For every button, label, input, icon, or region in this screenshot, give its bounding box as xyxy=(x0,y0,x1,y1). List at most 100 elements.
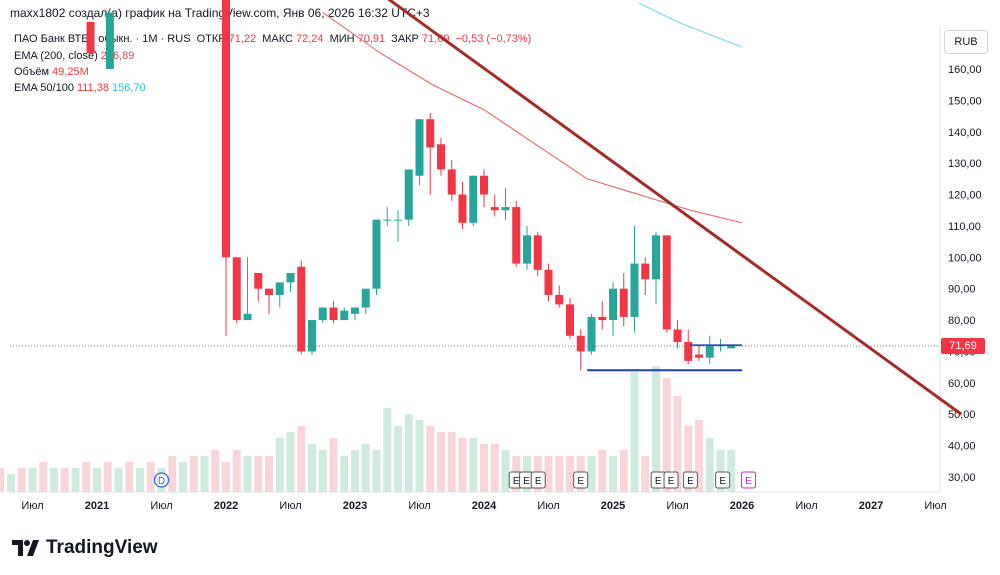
volume-bar xyxy=(394,426,402,492)
candle-body xyxy=(222,0,230,258)
symbol-legend: ПАО Банк ВТБ · обыкн. · 1М · RUS ОТКР 71,… xyxy=(14,33,534,45)
high-value: 72,24 xyxy=(295,33,324,45)
volume-bar xyxy=(71,468,80,492)
candle-body xyxy=(105,12,114,70)
x-tick-label: Июл xyxy=(408,500,430,512)
volume-bar xyxy=(619,450,628,492)
volume-bar xyxy=(662,378,671,492)
volume-bar xyxy=(329,438,338,492)
candle-body xyxy=(458,194,467,223)
candle-body xyxy=(372,219,381,289)
candle-body xyxy=(566,304,574,336)
volume-bar xyxy=(308,444,316,492)
ema-red-line xyxy=(322,12,743,224)
ema50-value: 111,38 xyxy=(76,82,109,94)
ema50100-legend: EMA 50/100 111,38 156,70 xyxy=(14,82,149,94)
x-tick-label: 2021 xyxy=(85,500,109,512)
candle-body xyxy=(243,313,252,321)
candle-body xyxy=(394,219,402,221)
volume-bar xyxy=(39,462,48,492)
earnings-marker-label: E xyxy=(577,476,584,487)
candle-body xyxy=(609,288,617,321)
earnings-marker-label: E xyxy=(745,476,752,487)
volume-bar xyxy=(17,468,26,492)
candle-body xyxy=(555,294,564,305)
volume-bar xyxy=(93,468,101,492)
x-tick-label: 2026 xyxy=(730,500,754,512)
earnings-marker-label: E xyxy=(535,476,542,487)
volume-bar xyxy=(609,456,617,492)
candle-body xyxy=(426,119,435,148)
volume-bar xyxy=(136,468,144,492)
open-label: ОТКР xyxy=(196,33,226,45)
candle-body xyxy=(437,144,445,170)
x-tick-label: Июл xyxy=(537,500,559,512)
ema50100-label: EMA 50/100 xyxy=(14,82,74,94)
x-tick-label: Июл xyxy=(21,500,43,512)
volume-bar xyxy=(673,396,682,492)
close-value: 71,69 xyxy=(421,33,450,45)
volume-bar xyxy=(652,366,660,492)
candle-body xyxy=(598,316,607,321)
y-tick-label: 30,00 xyxy=(948,472,976,484)
volume-bar xyxy=(286,432,295,492)
ema200-label: EMA (200, close) xyxy=(14,50,98,62)
x-tick-label: 2022 xyxy=(214,500,238,512)
x-tick-label: 2025 xyxy=(601,500,625,512)
volume-bar xyxy=(716,450,725,492)
candle-body xyxy=(275,282,284,295)
candle-body xyxy=(490,207,499,211)
high-label: МАКС xyxy=(262,33,293,45)
earnings-marker-label: E xyxy=(719,476,726,487)
low-label: МИН xyxy=(329,33,355,45)
candle-body xyxy=(587,316,596,352)
ema-cyan-line xyxy=(638,2,743,48)
candle-body xyxy=(86,21,95,54)
volume-bar xyxy=(684,426,693,492)
earnings-marker xyxy=(682,471,698,489)
volume-bar xyxy=(200,456,209,492)
x-tick-label: Июл xyxy=(279,500,301,512)
x-tick-label: 2023 xyxy=(343,500,367,512)
volume-bar xyxy=(458,438,467,492)
volume-bar xyxy=(555,456,564,492)
candle-body xyxy=(619,288,628,317)
volume-bar xyxy=(695,420,703,492)
candle-body xyxy=(523,235,531,264)
volume-bar xyxy=(641,456,650,492)
candle-body xyxy=(318,307,327,321)
volume-bar xyxy=(103,462,112,492)
volume-bar xyxy=(275,438,284,492)
currency-button[interactable]: RUB xyxy=(944,30,988,54)
volume-bar xyxy=(447,432,456,492)
x-tick-label: Июл xyxy=(795,500,817,512)
volume-bar xyxy=(318,450,327,492)
volume-bar xyxy=(146,462,155,492)
volume-bar xyxy=(351,450,359,492)
candle-body xyxy=(297,266,306,352)
candle-body xyxy=(544,269,553,295)
candle-body xyxy=(340,310,349,321)
y-tick-label: 120,00 xyxy=(948,190,982,202)
y-tick-label: 40,00 xyxy=(948,441,976,453)
volume-value: 49,25M xyxy=(52,66,89,78)
volume-label: Объём xyxy=(14,66,50,78)
volume-bar xyxy=(297,426,306,492)
volume-bar xyxy=(243,456,252,492)
y-tick-label: 100,00 xyxy=(948,252,982,264)
volume-bar xyxy=(415,420,424,492)
candle-body xyxy=(351,307,359,314)
volume-bar xyxy=(501,450,510,492)
logo-text: TradingView xyxy=(46,537,158,558)
close-label: ЗАКР xyxy=(391,33,419,45)
y-tick-label: 90,00 xyxy=(948,284,976,296)
volume-bar xyxy=(50,468,58,492)
ema100-value: 156,70 xyxy=(111,82,146,94)
volume-bar xyxy=(490,444,499,492)
volume-bar xyxy=(125,462,134,492)
candle-body xyxy=(662,235,671,330)
y-tick-label: 60,00 xyxy=(948,378,976,390)
volume-bar xyxy=(179,462,187,492)
y-tick-label: 50,00 xyxy=(948,409,976,421)
